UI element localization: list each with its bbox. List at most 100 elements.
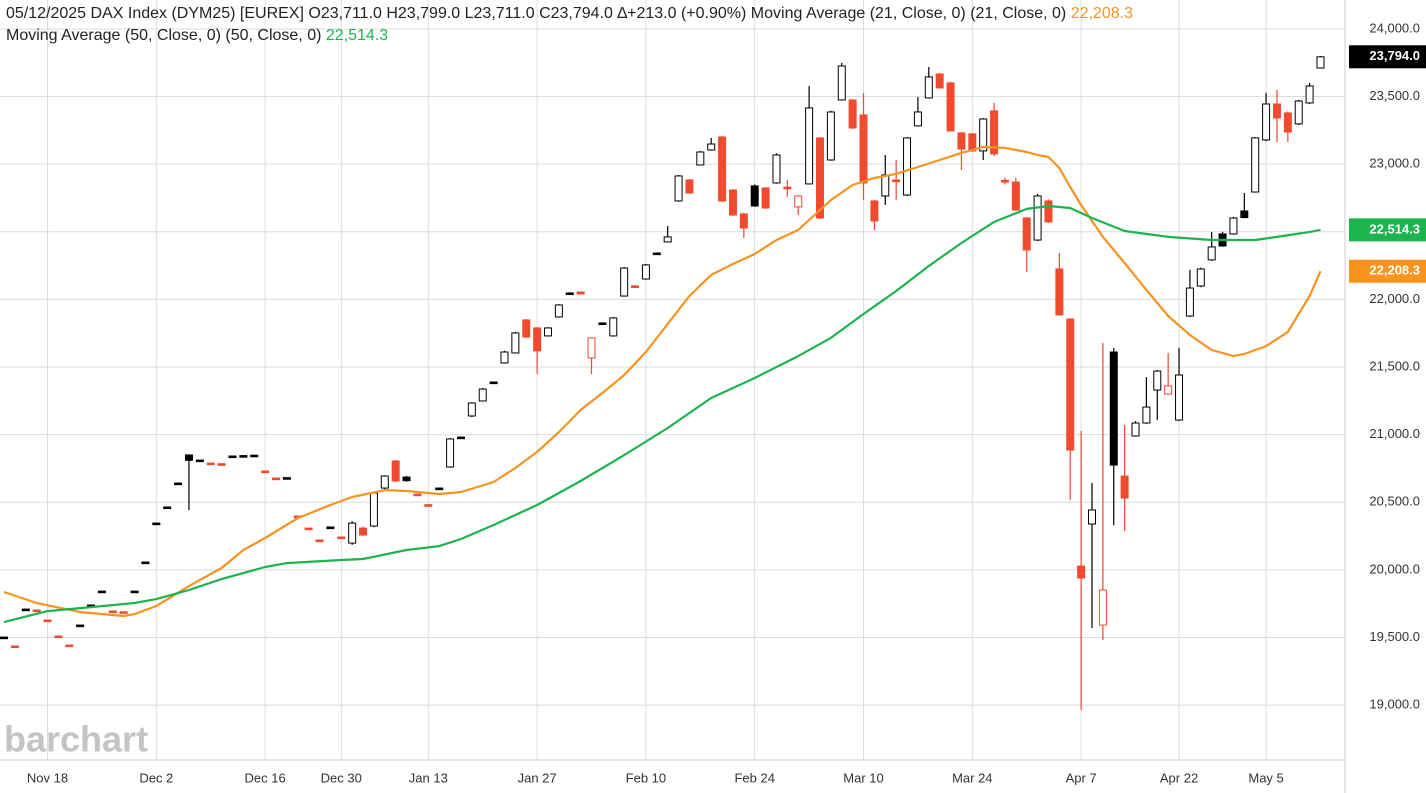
candle-body xyxy=(500,351,509,364)
y-tick-label: 22,000.0 xyxy=(1369,291,1420,306)
candle-body xyxy=(1262,103,1271,141)
candle-body xyxy=(533,327,542,352)
x-tick-label: May 5 xyxy=(1248,770,1283,785)
price-badge-label: 22,514.3 xyxy=(1369,221,1420,236)
candle-body xyxy=(576,291,585,295)
candle-body xyxy=(1164,385,1173,395)
candle-body xyxy=(1011,181,1020,211)
candle-body xyxy=(772,154,781,184)
candle-body xyxy=(913,111,922,127)
x-tick-label: Jan 13 xyxy=(409,770,448,785)
candle-body xyxy=(1229,217,1238,235)
candle-body xyxy=(1185,287,1194,317)
x-tick-label: Nov 18 xyxy=(27,770,68,785)
candle-body xyxy=(1196,268,1205,287)
candle-body xyxy=(1131,422,1140,437)
candle-body xyxy=(1272,103,1281,119)
candle-body xyxy=(32,609,41,613)
x-tick-label: Dec 16 xyxy=(245,770,286,785)
x-tick-label: Mar 24 xyxy=(952,770,992,785)
candle-body xyxy=(565,292,574,296)
candle-body xyxy=(1207,246,1216,261)
grid xyxy=(0,0,1345,760)
candle-body xyxy=(413,493,422,497)
candle-body xyxy=(1294,100,1303,125)
candle-body xyxy=(130,590,139,594)
candle-body xyxy=(598,322,607,326)
legend-name: Moving Average (21, Close, 0) xyxy=(751,5,966,22)
candle-body xyxy=(587,337,596,359)
candle-body xyxy=(380,475,389,489)
x-tick-label: Jan 27 xyxy=(518,770,557,785)
x-tick-label: Apr 7 xyxy=(1066,770,1097,785)
candle-body xyxy=(467,402,476,417)
candle-body xyxy=(206,462,215,466)
candle-body xyxy=(707,143,716,151)
candle-body xyxy=(250,454,259,458)
candle-body xyxy=(1022,217,1031,251)
watermark: barchart xyxy=(4,719,148,760)
candle-body xyxy=(946,82,955,132)
candle-body xyxy=(108,610,117,614)
x-tick-label: Apr 22 xyxy=(1160,770,1198,785)
candle-body xyxy=(141,561,150,565)
candle-body xyxy=(881,174,890,197)
y-tick-label: 20,000.0 xyxy=(1369,561,1420,576)
candle-body xyxy=(631,285,640,288)
candle-body xyxy=(1153,370,1162,391)
candle-body xyxy=(195,459,204,463)
y-tick-label: 21,500.0 xyxy=(1369,358,1420,373)
candle-body xyxy=(1283,112,1292,133)
candle-body xyxy=(54,635,63,639)
candle-body xyxy=(261,470,270,474)
header: 05/12/2025 DAX Index (DYM25) [EUREX] O23… xyxy=(6,5,746,22)
candle-body xyxy=(718,136,727,202)
candle-body xyxy=(489,381,498,385)
candle-body xyxy=(783,186,792,190)
y-tick-label: 19,000.0 xyxy=(1369,697,1420,712)
legend-value: 22,514.3 xyxy=(326,27,388,44)
candle-body xyxy=(805,107,814,185)
candle-body xyxy=(794,195,803,208)
moving-average-line xyxy=(3,145,1322,618)
candle-body xyxy=(1044,200,1053,223)
plot xyxy=(0,56,1325,711)
candle-body xyxy=(1175,374,1184,421)
y-tick-label: 23,000.0 xyxy=(1369,156,1420,171)
candle-body xyxy=(348,522,357,544)
x-tick-label: Feb 24 xyxy=(734,770,774,785)
candle-body xyxy=(837,65,846,101)
candle-body xyxy=(1077,565,1086,579)
candle-body xyxy=(228,455,237,459)
candle-body xyxy=(1251,137,1260,193)
candle-body xyxy=(272,477,280,481)
candle-body xyxy=(65,644,74,648)
candle-body xyxy=(870,200,879,222)
y-tick-label: 24,000.0 xyxy=(1369,20,1420,35)
candle-body xyxy=(750,185,759,207)
candle-body xyxy=(641,264,650,280)
legend-value: 22,208.3 xyxy=(1071,5,1133,22)
candle-body xyxy=(10,645,19,649)
candle-body xyxy=(391,460,400,482)
y-tick-label: 19,500.0 xyxy=(1369,629,1420,644)
candle-body xyxy=(1088,509,1096,525)
price-badge xyxy=(1349,45,1426,69)
candle-body xyxy=(990,110,999,155)
candle-body xyxy=(326,526,335,530)
candle-body xyxy=(957,132,966,150)
x-tick-label: Feb 10 xyxy=(626,770,666,785)
y-tick-label: 21,000.0 xyxy=(1369,426,1420,441)
candle-body xyxy=(979,118,988,152)
candle-body xyxy=(456,436,465,440)
candle-body xyxy=(1240,210,1249,219)
candle-body xyxy=(174,482,183,486)
candle-body xyxy=(424,504,433,507)
candle-body xyxy=(696,151,705,166)
candle-body xyxy=(620,267,629,297)
candle-body xyxy=(511,332,520,354)
candle-body xyxy=(359,527,368,536)
price-badge xyxy=(1349,218,1426,242)
candle-body xyxy=(119,611,128,614)
